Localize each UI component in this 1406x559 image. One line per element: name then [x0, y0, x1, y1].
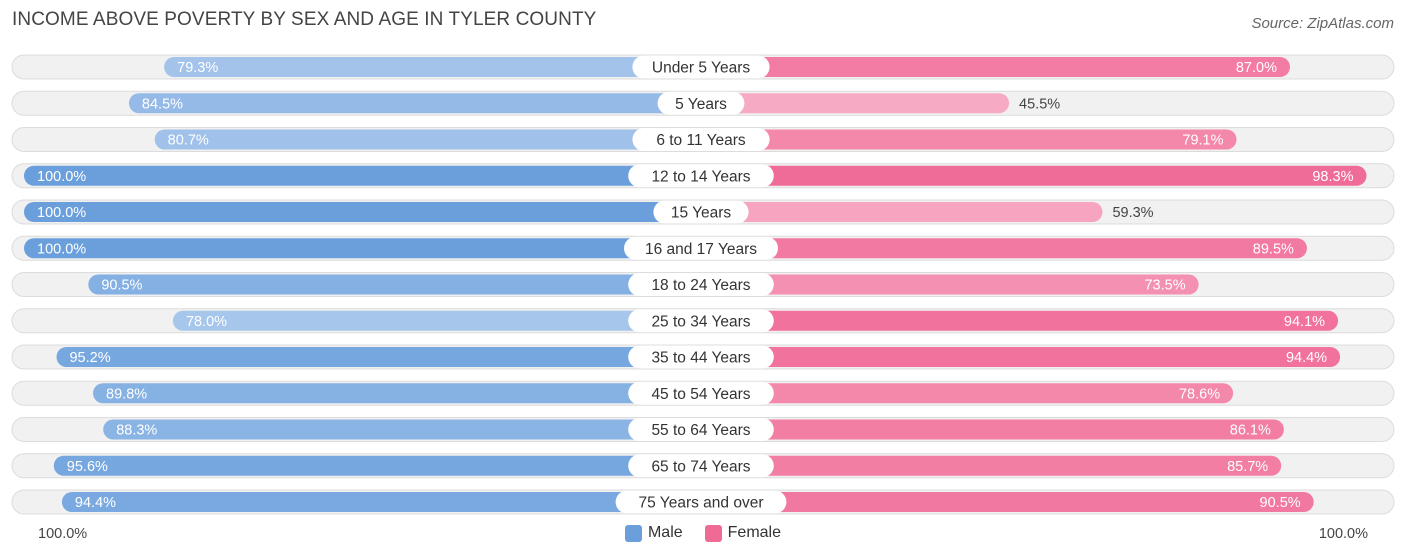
- category-pill: [628, 345, 774, 369]
- female-value-label: 94.4%: [1286, 350, 1327, 366]
- category-label: 18 to 24 Years: [651, 277, 750, 294]
- category-pill: [615, 490, 787, 514]
- female-value-label: 45.5%: [1019, 96, 1060, 112]
- male-value-label: 88.3%: [116, 423, 157, 439]
- chart-title: INCOME ABOVE POVERTY BY SEX AND AGE IN T…: [12, 9, 597, 30]
- female-value-label: 85.7%: [1227, 459, 1268, 475]
- female-bar: [701, 274, 1199, 295]
- male-bar: [93, 383, 701, 404]
- female-bar: [701, 455, 1282, 476]
- category-label: 5 Years: [675, 96, 727, 113]
- male-bar: [164, 57, 701, 77]
- male-bar: [172, 310, 701, 331]
- male-bar: [24, 202, 701, 222]
- female-bar: [701, 93, 1010, 114]
- male-bar: [56, 347, 702, 367]
- category-pill: [632, 55, 770, 79]
- male-bar: [154, 129, 701, 150]
- male-value-label: 89.8%: [106, 386, 147, 402]
- category-label: 25 to 34 Years: [651, 313, 750, 330]
- category-label: 65 to 74 Years: [651, 458, 750, 475]
- category-label: 55 to 64 Years: [651, 422, 750, 439]
- male-bar: [128, 93, 701, 114]
- legend-swatch-female: [704, 524, 722, 542]
- male-bar: [53, 455, 701, 476]
- female-value-label: 73.5%: [1144, 278, 1185, 294]
- category-label: 15 Years: [671, 205, 732, 222]
- category-label: 6 to 11 Years: [656, 132, 746, 149]
- female-bar: [701, 492, 1314, 512]
- chart-canvas: 79.3% 87.0% Under 5 Years 84.5% 45.5% 5 Years…: [11, 54, 1395, 515]
- axis-right-label: 100.0%: [1318, 526, 1368, 542]
- source-note: Source: ZipAtlas.com: [1251, 15, 1394, 32]
- female-value-label: 79.1%: [1182, 133, 1223, 149]
- category-pill: [628, 454, 774, 478]
- male-value-label: 100.0%: [37, 169, 86, 185]
- female-value-label: 89.5%: [1253, 241, 1294, 257]
- category-label: 35 to 44 Years: [651, 350, 750, 367]
- legend-swatch-male: [624, 524, 642, 542]
- female-value-label: 86.1%: [1230, 423, 1271, 439]
- category-pill: [628, 164, 774, 188]
- category-pill: [628, 381, 774, 405]
- female-bar: [701, 238, 1307, 259]
- axis-left-label: 100.0%: [38, 526, 88, 542]
- male-bar: [61, 492, 702, 512]
- male-value-label: 100.0%: [37, 205, 86, 221]
- female-value-label: 59.3%: [1112, 205, 1153, 221]
- female-bar: [701, 310, 1339, 331]
- male-value-label: 100.0%: [37, 241, 86, 257]
- category-pill: [628, 273, 774, 296]
- male-value-label: 94.4%: [75, 495, 116, 511]
- female-value-label: 90.5%: [1260, 495, 1301, 511]
- female-bar: [701, 129, 1237, 150]
- category-pill: [653, 200, 749, 224]
- male-bar: [24, 165, 701, 186]
- category-label: 16 and 17 Years: [645, 241, 757, 258]
- legend-label-female: Female: [727, 524, 782, 541]
- category-label: 75 Years and over: [639, 495, 764, 512]
- legend-label-male: Male: [647, 524, 683, 541]
- female-value-label: 94.1%: [1284, 314, 1325, 330]
- female-bar: [701, 347, 1341, 367]
- category-pill: [632, 128, 770, 151]
- female-value-label: 98.3%: [1312, 169, 1353, 185]
- legend: Male Female: [0, 524, 1406, 542]
- male-value-label: 90.5%: [101, 278, 142, 294]
- category-pill: [628, 418, 774, 441]
- category-pill: [657, 91, 745, 115]
- category-label: 45 to 54 Years: [651, 386, 750, 403]
- female-bar: [701, 165, 1367, 186]
- female-value-label: 87.0%: [1236, 60, 1277, 76]
- male-value-label: 79.3%: [177, 60, 218, 76]
- category-label: 12 to 14 Years: [651, 168, 750, 185]
- category-pill: [628, 309, 774, 333]
- legend-item-female[interactable]: Female: [704, 524, 782, 542]
- male-bar: [103, 419, 702, 440]
- female-value-label: 78.6%: [1179, 386, 1220, 402]
- female-bar: [701, 57, 1290, 77]
- male-bar: [88, 274, 701, 295]
- category-pill: [624, 236, 778, 260]
- male-value-label: 95.6%: [67, 459, 108, 475]
- female-bar: [701, 419, 1284, 440]
- male-value-label: 80.7%: [168, 133, 209, 149]
- legend-item-male[interactable]: Male: [624, 524, 683, 542]
- female-bar: [701, 383, 1234, 404]
- female-bar: [701, 202, 1103, 222]
- category-label: Under 5 Years: [652, 60, 750, 77]
- male-value-label: 95.2%: [69, 350, 110, 366]
- male-value-label: 84.5%: [142, 96, 183, 112]
- male-value-label: 78.0%: [186, 314, 227, 330]
- male-bar: [24, 238, 701, 259]
